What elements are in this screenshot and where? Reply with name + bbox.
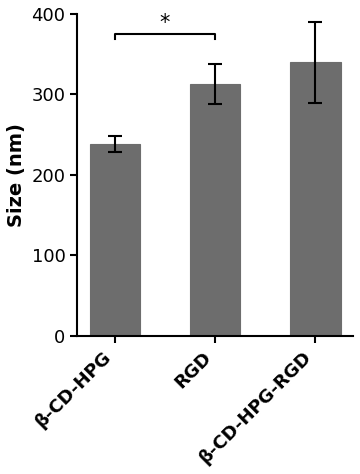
Text: *: *	[160, 13, 170, 33]
Bar	[190, 84, 240, 336]
Bar	[291, 62, 341, 336]
Y-axis label: Size (nm): Size (nm)	[7, 123, 26, 227]
Bar	[90, 145, 140, 336]
